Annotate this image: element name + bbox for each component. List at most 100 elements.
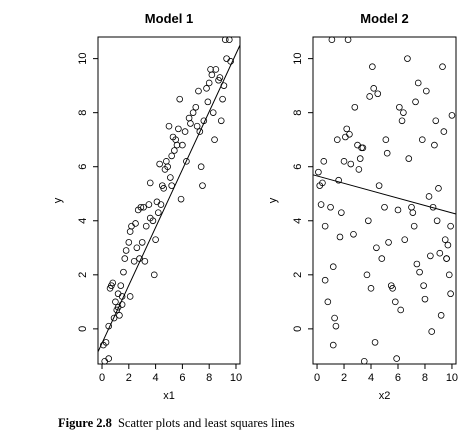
chart2-x-tick-label-3: 6: [395, 372, 401, 384]
chart1-x-tick-label-1: 2: [126, 372, 132, 384]
chart1-point-54: [171, 147, 178, 154]
chart2-point-84: [448, 112, 456, 119]
chart2-y-tick-label-3: 6: [292, 164, 304, 170]
chart2-point-47: [391, 298, 399, 306]
chart2-point-62: [416, 268, 423, 276]
chart1-point-45: [160, 185, 167, 192]
chart1-x-tick-label-2: 4: [153, 372, 159, 384]
chart1-point-52: [168, 152, 175, 160]
chart2-point-87: [410, 222, 418, 230]
chart1-point-1: [101, 357, 108, 365]
chart1-y-tick-label-3: 6: [77, 164, 89, 170]
chart2-point-2: [317, 201, 325, 208]
chart1-point-21: [126, 228, 134, 235]
chart2-point-28: [358, 144, 365, 152]
chart1-point-79: [211, 136, 218, 143]
chart1-y-axis-label: y: [52, 197, 64, 203]
chart2-point-71: [432, 117, 440, 125]
chart2-point-61: [414, 79, 422, 87]
chart1-point-60: [179, 141, 186, 149]
chart2-point-80: [443, 255, 450, 262]
chart1-point-39: [152, 236, 159, 243]
chart2-point-74: [436, 249, 444, 257]
chart2-point-39: [375, 182, 383, 189]
chart2-point-81: [444, 241, 452, 249]
chart1-point-65: [189, 109, 197, 116]
chart2-point-8: [327, 203, 334, 211]
chart1-point-61: [181, 128, 189, 135]
chart1-point-57: [175, 125, 182, 133]
chart1-point-80: [212, 66, 220, 73]
chart2-point-69: [428, 328, 436, 335]
chart2-point-15: [335, 176, 342, 184]
chart1-point-66: [192, 103, 200, 111]
chart2-point-73: [435, 185, 442, 192]
chart1-point-37: [149, 217, 157, 225]
chart2-y-tick-label-4: 8: [292, 110, 304, 116]
chart2-title: Model 2: [360, 11, 408, 26]
chart2-point-48: [393, 355, 400, 362]
chart1-point-2: [102, 339, 110, 346]
chart1-point-48: [164, 163, 171, 171]
chart2-point-26: [354, 141, 361, 149]
chart1-y-tick-label-5: 10: [77, 52, 89, 64]
chart2-point-33: [366, 93, 373, 100]
chart2-point-88: [373, 244, 380, 252]
chart1-point-84: [219, 95, 226, 103]
chart1-point-77: [208, 71, 216, 79]
chart1-point-13: [116, 312, 123, 319]
chart2-point-85: [447, 222, 454, 230]
chart2-point-13: [332, 322, 340, 330]
chart2-point-58: [409, 209, 417, 216]
chart2-point-54: [401, 236, 409, 243]
chart1-point-64: [187, 120, 194, 127]
chart1-fit-line: [97, 44, 241, 353]
chart1-point-73: [203, 85, 210, 92]
chart1-point-19: [122, 247, 130, 254]
chart1-point-9: [112, 298, 119, 306]
chart2-point-27: [356, 155, 364, 162]
chart1-point-88: [225, 36, 233, 44]
chart2-fit-line: [312, 174, 457, 215]
chart2-point-18: [340, 158, 348, 165]
chart1-point-36: [146, 179, 154, 187]
chart1-point-86: [221, 36, 229, 44]
chart2-point-24: [350, 230, 357, 238]
chart2-point-59: [412, 98, 419, 106]
chart1-y-tick-label-1: 2: [77, 272, 89, 278]
figure-caption: Figure 2.8 Scatter plots and least square…: [58, 416, 295, 431]
chart1-point-69: [196, 128, 204, 135]
chart2-point-30: [360, 357, 368, 365]
chart1-x-tick-label-5: 10: [230, 372, 242, 384]
chart1-x-tick-label-4: 8: [206, 372, 212, 384]
chart2-point-51: [397, 306, 404, 314]
chart1-point-49: [165, 122, 173, 130]
chart2-point-20: [343, 125, 351, 133]
chart2-point-21: [344, 36, 352, 44]
chart2-point-75: [437, 312, 445, 319]
chart2-plot-frame: [312, 36, 457, 365]
chart2-point-22: [346, 130, 353, 138]
chart1-point-68: [195, 87, 202, 95]
chart2-point-5: [321, 276, 329, 284]
chart2-x-tick-label-0: 0: [314, 372, 320, 384]
chart2-point-57: [408, 203, 415, 211]
chart1-y-tick-label-0: 0: [77, 326, 89, 332]
chart1-point-62: [183, 158, 190, 165]
chart2-point-0: [315, 168, 322, 176]
chart1-point-83: [217, 117, 225, 125]
chart2-point-31: [363, 271, 371, 279]
chart1-point-50: [167, 174, 174, 181]
chart2-point-17: [338, 209, 345, 216]
chart2-x-tick-label-5: 10: [446, 372, 458, 384]
chart1-point-3: [105, 355, 113, 362]
chart2-point-6: [321, 222, 329, 230]
chart2-point-9: [328, 36, 336, 44]
chart1-point-75: [205, 79, 213, 87]
caption-label: Figure 2.8: [58, 416, 112, 430]
chart1-point-78: [209, 109, 217, 116]
chart2-point-55: [404, 55, 411, 62]
chart2-point-41: [381, 203, 388, 211]
chart1-point-70: [197, 163, 205, 171]
